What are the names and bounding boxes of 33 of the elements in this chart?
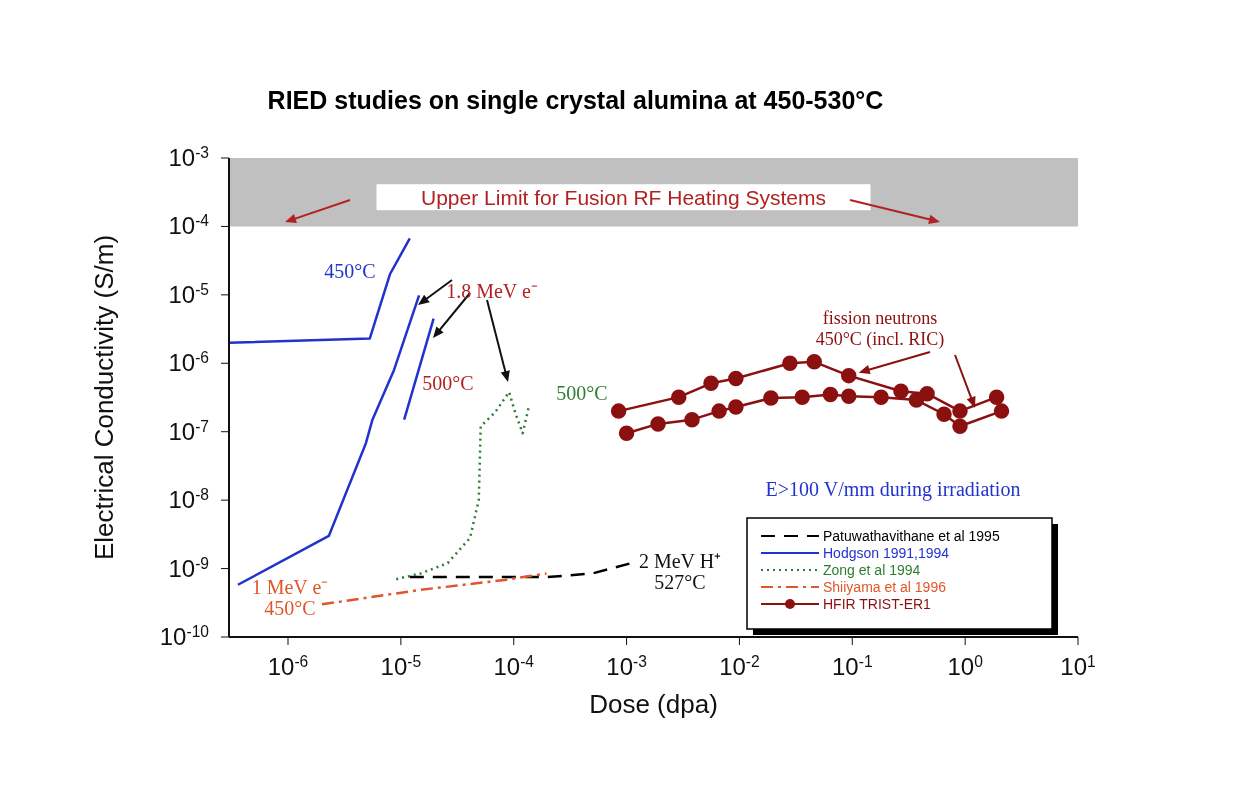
y-tick-label: 10$^{-4}$ — [168, 211, 210, 240]
x-axis-title: Dose (dpa) — [589, 689, 718, 719]
x-tick-label: 10$^{-3}$ — [606, 652, 647, 680]
legend-label: Shiiyama et al 1996 — [823, 579, 947, 595]
y-tick-label: 10$^{-5}$ — [168, 280, 210, 308]
annotation: 1.8 MeV e⁻ — [446, 280, 538, 302]
x-tick-label: 10$^{-4}$ — [493, 652, 535, 680]
x-tick-label: 10$^{-1}$ — [832, 652, 873, 680]
y-tick-label: 10$^{-6}$ — [168, 348, 209, 377]
legend-label: Hodgson 1991,1994 — [823, 545, 950, 561]
annotation: fission neutrons 450°C (incl. RIC) — [815, 308, 945, 350]
legend-label: Zong et al 1994 — [823, 562, 921, 578]
annotation: E>100 V/mm during irradiation — [765, 478, 1021, 501]
x-tick-label: 10$^{1}$ — [1060, 652, 1096, 680]
x-tick-label: 10$^{-6}$ — [267, 652, 309, 680]
y-tick-label: 10$^{-10}$ — [159, 622, 210, 650]
legend-label: HFIR TRIST-ER1 — [823, 596, 932, 612]
y-tick-label: 10$^{-9}$ — [168, 554, 209, 582]
annotation: 500°C — [422, 372, 474, 394]
band-label: Upper Limit for Fusion RF Heating Systems — [421, 186, 826, 210]
annotation: 500°C — [556, 382, 608, 404]
y-axis-title: Electrical Conductivity (S/m) — [89, 234, 120, 561]
annotation: 450°C — [324, 260, 376, 282]
y-tick-label: 10$^{-8}$ — [168, 485, 209, 514]
y-tick-label: 10$^{-3}$ — [168, 143, 209, 171]
x-tick-label: 10$^{-2}$ — [719, 652, 760, 680]
x-tick-label: 10$^{0}$ — [947, 652, 984, 680]
y-tick-label: 10$^{-7}$ — [168, 417, 209, 445]
legend-label: Patuwathavithane et al 1995 — [823, 528, 1000, 544]
annotation: 2 MeV H⁺ 527°C — [638, 550, 722, 593]
annotation: 1 MeV e⁻ 450°C — [251, 576, 329, 619]
x-tick-label: 10$^{-5}$ — [380, 652, 422, 680]
chart-title: RIED studies on single crystal alumina at 450-530°C — [266, 86, 885, 115]
